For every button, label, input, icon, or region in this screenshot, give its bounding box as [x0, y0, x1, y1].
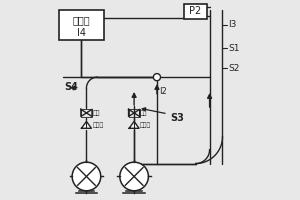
FancyBboxPatch shape: [58, 10, 104, 40]
Circle shape: [72, 162, 101, 191]
Polygon shape: [129, 121, 139, 128]
Text: I4: I4: [77, 28, 86, 38]
Text: 阀阀: 阀阀: [140, 110, 148, 116]
Text: S4: S4: [64, 82, 79, 92]
Circle shape: [153, 74, 161, 81]
Text: S1: S1: [228, 44, 240, 53]
Text: S2: S2: [228, 64, 239, 73]
FancyBboxPatch shape: [184, 4, 207, 19]
Text: S3: S3: [170, 113, 184, 123]
Polygon shape: [82, 121, 92, 128]
Text: P2: P2: [189, 6, 201, 16]
Text: 止回阀: 止回阀: [140, 122, 151, 128]
Text: 控制器: 控制器: [73, 15, 90, 25]
Text: I3: I3: [228, 20, 236, 29]
Text: 阀阀: 阀阀: [92, 110, 100, 116]
Circle shape: [120, 162, 148, 191]
Text: 止回阀: 止回阀: [92, 122, 104, 128]
Text: I2: I2: [159, 87, 167, 96]
